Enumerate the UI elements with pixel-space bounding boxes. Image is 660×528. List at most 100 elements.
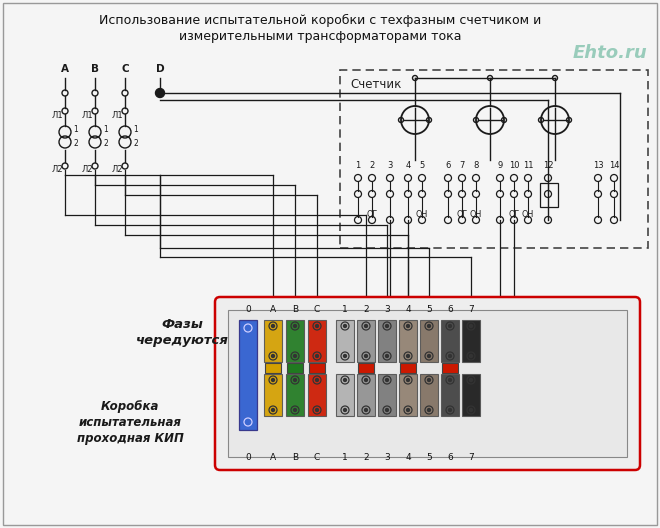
FancyBboxPatch shape: [441, 374, 459, 416]
Text: 3: 3: [384, 452, 390, 461]
Text: 4: 4: [405, 306, 411, 315]
Text: Использование испытательной коробки с техфазным счетчиком и: Использование испытательной коробки с те…: [99, 14, 541, 27]
Text: A: A: [270, 306, 276, 315]
Circle shape: [469, 409, 473, 411]
Text: ОН: ОН: [416, 210, 428, 219]
FancyBboxPatch shape: [357, 320, 375, 362]
Text: ОГ: ОГ: [366, 210, 378, 219]
Text: A: A: [270, 452, 276, 461]
FancyBboxPatch shape: [308, 374, 326, 416]
Text: B: B: [91, 64, 99, 74]
Text: 6: 6: [447, 306, 453, 315]
FancyBboxPatch shape: [286, 374, 304, 416]
Circle shape: [343, 354, 346, 357]
Text: 1: 1: [103, 126, 108, 135]
Text: 2: 2: [73, 139, 78, 148]
Circle shape: [315, 354, 319, 357]
Text: 5: 5: [426, 452, 432, 461]
Circle shape: [385, 325, 389, 327]
Text: 3: 3: [387, 161, 393, 170]
Text: 1: 1: [342, 306, 348, 315]
Circle shape: [315, 409, 319, 411]
Text: 1: 1: [133, 126, 138, 135]
FancyBboxPatch shape: [309, 363, 325, 373]
Circle shape: [271, 409, 275, 411]
Circle shape: [294, 379, 296, 382]
Text: ОГ: ОГ: [456, 210, 468, 219]
Circle shape: [315, 379, 319, 382]
Circle shape: [271, 325, 275, 327]
Circle shape: [428, 379, 430, 382]
Circle shape: [428, 409, 430, 411]
Text: B: B: [292, 452, 298, 461]
Text: Л2: Л2: [81, 165, 93, 174]
FancyBboxPatch shape: [286, 320, 304, 362]
Circle shape: [294, 325, 296, 327]
FancyBboxPatch shape: [287, 363, 303, 373]
Circle shape: [294, 354, 296, 357]
Text: Л2: Л2: [112, 165, 123, 174]
FancyBboxPatch shape: [420, 374, 438, 416]
Text: измерительными трансформаторами тока: измерительными трансформаторами тока: [179, 30, 461, 43]
Text: 1: 1: [73, 126, 78, 135]
FancyBboxPatch shape: [264, 320, 282, 362]
Text: 5: 5: [426, 306, 432, 315]
Text: C: C: [121, 64, 129, 74]
Text: 2: 2: [103, 139, 108, 148]
Text: ОН: ОН: [522, 210, 534, 219]
FancyBboxPatch shape: [264, 374, 282, 416]
Circle shape: [469, 379, 473, 382]
Circle shape: [364, 379, 368, 382]
Circle shape: [271, 379, 275, 382]
Circle shape: [469, 325, 473, 327]
FancyBboxPatch shape: [265, 363, 281, 373]
Text: 4: 4: [405, 452, 411, 461]
Text: Ehto.ru: Ehto.ru: [573, 44, 647, 62]
Circle shape: [449, 354, 451, 357]
Circle shape: [343, 325, 346, 327]
FancyBboxPatch shape: [462, 374, 480, 416]
FancyBboxPatch shape: [441, 320, 459, 362]
Circle shape: [407, 409, 409, 411]
Text: B: B: [292, 306, 298, 315]
Circle shape: [294, 409, 296, 411]
FancyBboxPatch shape: [357, 374, 375, 416]
FancyBboxPatch shape: [399, 374, 417, 416]
Circle shape: [428, 354, 430, 357]
Text: 1: 1: [355, 161, 360, 170]
Circle shape: [343, 409, 346, 411]
Text: 7: 7: [459, 161, 465, 170]
Text: 12: 12: [543, 161, 553, 170]
Circle shape: [449, 409, 451, 411]
Text: 7: 7: [468, 306, 474, 315]
FancyBboxPatch shape: [378, 320, 396, 362]
Circle shape: [449, 325, 451, 327]
Text: 7: 7: [468, 452, 474, 461]
FancyBboxPatch shape: [378, 374, 396, 416]
Text: C: C: [314, 306, 320, 315]
Circle shape: [343, 379, 346, 382]
Text: Л1: Л1: [51, 110, 63, 119]
Text: 6: 6: [447, 452, 453, 461]
FancyBboxPatch shape: [336, 320, 354, 362]
Text: C: C: [314, 452, 320, 461]
Circle shape: [156, 89, 164, 98]
Text: Коробка
испытательная
проходная КИП: Коробка испытательная проходная КИП: [77, 400, 183, 445]
FancyBboxPatch shape: [400, 363, 416, 373]
Text: 8: 8: [473, 161, 478, 170]
Text: 6: 6: [446, 161, 451, 170]
Text: 2: 2: [363, 306, 369, 315]
Text: D: D: [156, 64, 164, 74]
Circle shape: [407, 354, 409, 357]
FancyBboxPatch shape: [228, 310, 627, 457]
Text: Счетчик: Счетчик: [350, 78, 401, 90]
FancyBboxPatch shape: [308, 320, 326, 362]
Text: Л1: Л1: [81, 110, 93, 119]
Circle shape: [449, 379, 451, 382]
Text: 4: 4: [405, 161, 411, 170]
Text: 11: 11: [523, 161, 533, 170]
Circle shape: [407, 325, 409, 327]
Text: 2: 2: [370, 161, 375, 170]
Text: 2: 2: [363, 452, 369, 461]
FancyBboxPatch shape: [336, 374, 354, 416]
